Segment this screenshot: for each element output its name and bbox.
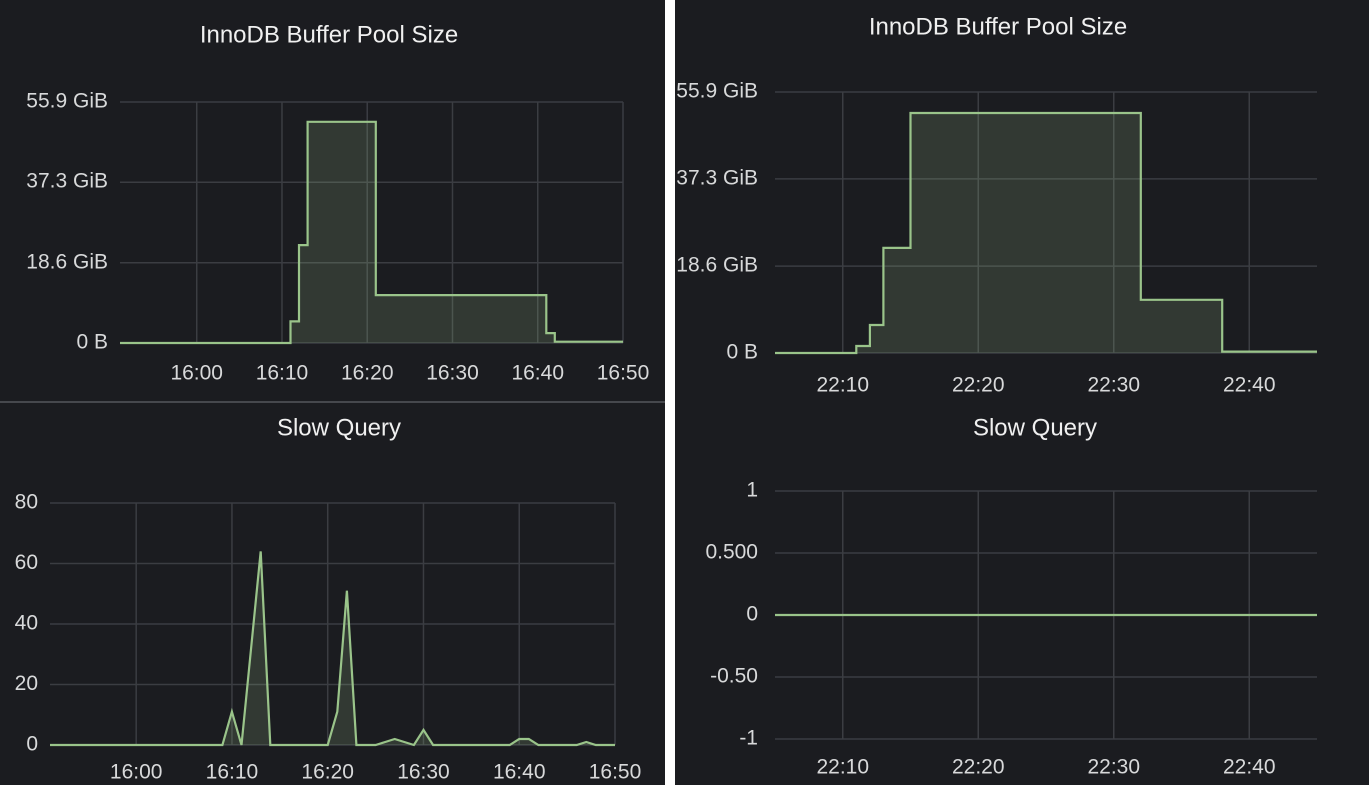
x-tick-label: 16:00	[170, 362, 223, 385]
x-tick-label: 16:40	[511, 362, 564, 385]
panel-left	[0, 0, 665, 785]
y-tick-label: 60	[15, 551, 38, 574]
x-tick-label: 16:50	[597, 362, 650, 385]
y-tick-label: 0	[746, 603, 758, 626]
y-tick-label: 0	[26, 733, 38, 756]
y-tick-label: 18.6 GiB	[26, 250, 108, 273]
x-tick-label: 16:20	[301, 761, 354, 784]
series-line	[775, 111, 1317, 355]
x-tick-label: 22:30	[1087, 756, 1140, 779]
x-tick-label: 16:40	[493, 761, 546, 784]
right-column: InnoDB Buffer Pool Size 0 B 18.6 GiB 37.3 G…	[676, 13, 1317, 779]
x-tick-label: 16:00	[110, 761, 163, 784]
y-tick-label: 37.3 GiB	[26, 170, 108, 193]
x-tick-label: 22:40	[1223, 756, 1276, 779]
y-tick-label: 20	[15, 672, 38, 695]
chart-title: InnoDB Buffer Pool Size	[200, 21, 458, 48]
left-column: InnoDB Buffer Pool Size 0 B 18.6 GiB 37.3 G…	[15, 21, 650, 783]
chart-title: InnoDB Buffer Pool Size	[869, 13, 1127, 40]
x-tick-label: 22:20	[952, 374, 1005, 397]
x-tick-label: 16:30	[397, 761, 450, 784]
chart-title: Slow Query	[277, 414, 401, 441]
y-tick-label: -1	[739, 727, 758, 750]
x-tick-label: 16:10	[256, 362, 309, 385]
y-tick-label: 55.9 GiB	[676, 80, 758, 103]
y-tick-label: 0.500	[705, 541, 758, 564]
x-tick-label: 22:10	[816, 756, 869, 779]
y-tick-label: 0 B	[76, 331, 108, 354]
y-tick-label: 18.6 GiB	[676, 254, 758, 277]
y-tick-label: 80	[15, 491, 38, 514]
area	[120, 121, 623, 343]
x-tick-label: 22:40	[1223, 374, 1276, 397]
y-tick-label: 1	[746, 479, 758, 502]
y-tick-label: -0.50	[710, 665, 758, 688]
y-tick-label: 55.9 GiB	[26, 90, 108, 113]
chart-title: Slow Query	[973, 414, 1097, 441]
x-tick-label: 16:30	[426, 362, 479, 385]
x-tick-label: 16:50	[589, 761, 642, 784]
x-tick-label: 16:10	[206, 761, 259, 784]
x-tick-label: 22:20	[952, 756, 1005, 779]
x-tick-label: 16:20	[341, 362, 394, 385]
series-line	[120, 120, 623, 345]
x-tick-label: 22:30	[1087, 374, 1140, 397]
series-line	[50, 551, 615, 747]
panel-right	[675, 0, 1369, 785]
y-tick-label: 40	[15, 612, 38, 635]
y-tick-label: 37.3 GiB	[676, 166, 758, 189]
y-tick-label: 0 B	[726, 341, 758, 364]
x-tick-label: 22:10	[816, 374, 869, 397]
